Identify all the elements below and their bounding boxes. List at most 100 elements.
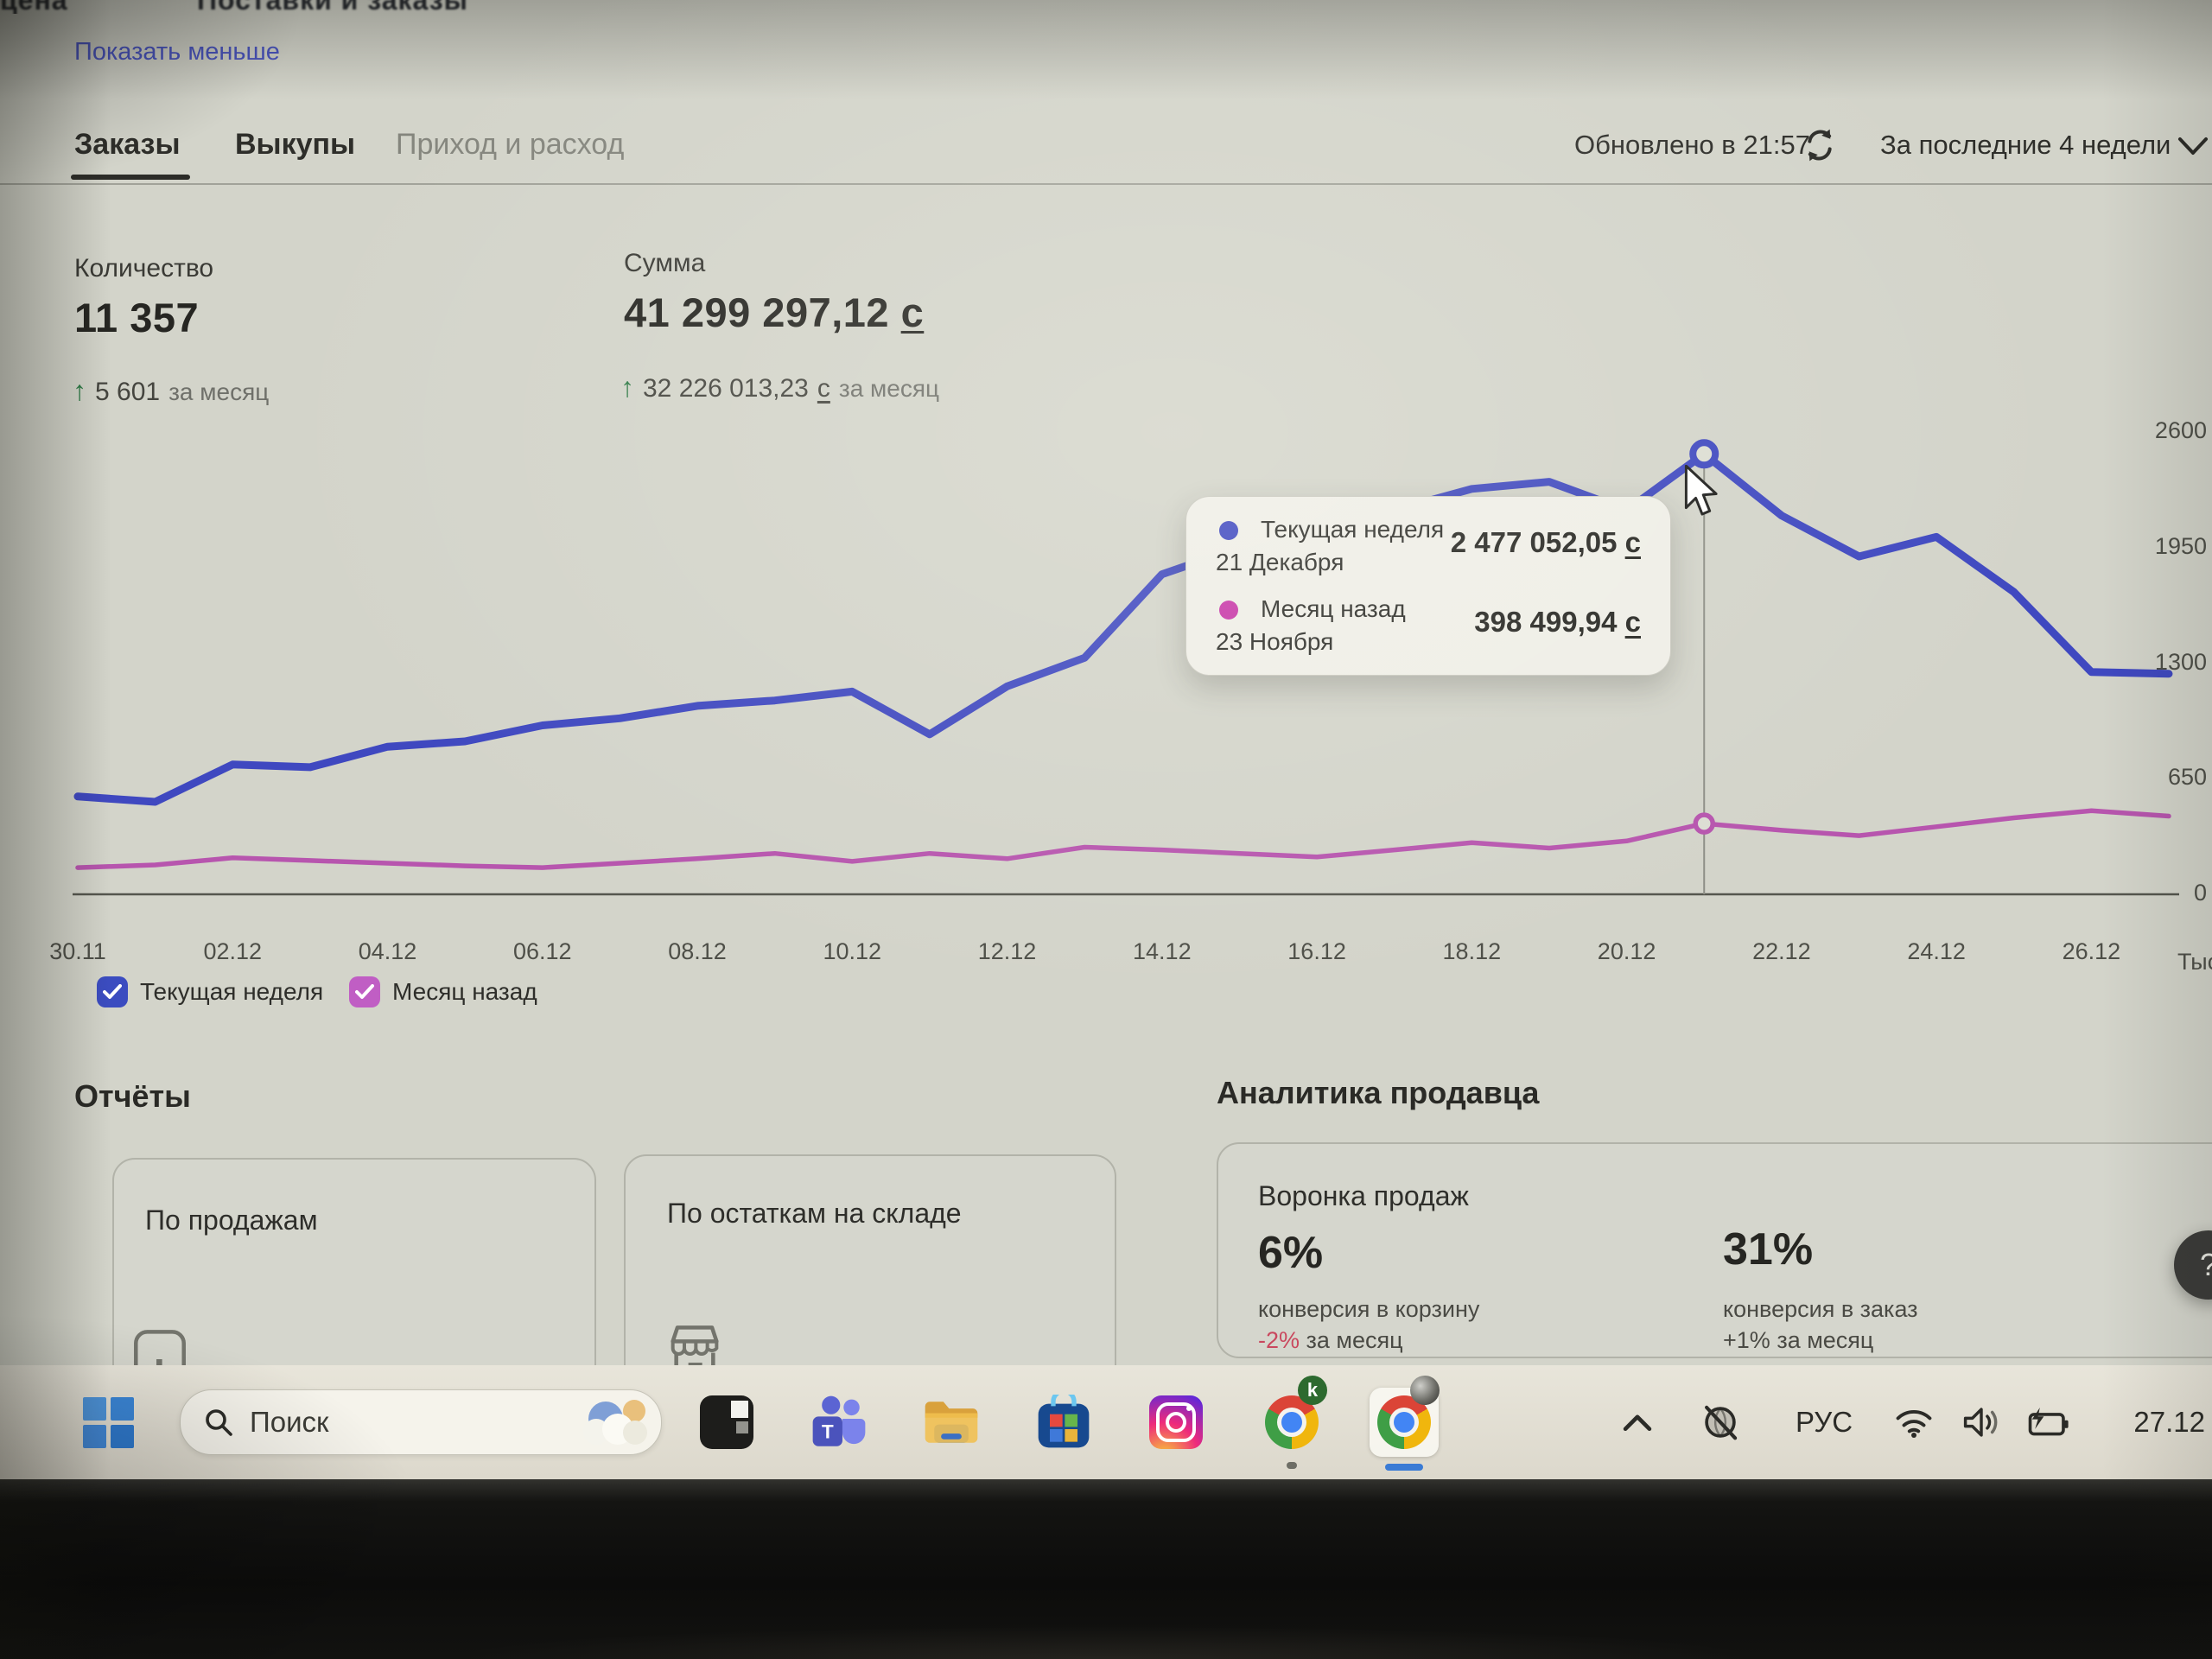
order-conversion-delta: +1% за месяц xyxy=(1723,1327,1874,1353)
tray-battery[interactable] xyxy=(2015,1381,2082,1464)
series-line-current-week xyxy=(73,449,2173,806)
clipped-header-fragment-left: цена xyxy=(0,0,104,14)
cart-conversion-delta: -2% за месяц xyxy=(1258,1327,1403,1353)
x-axis-tick: 30.11 xyxy=(49,938,106,964)
taskbar-app-chrome-profile1[interactable]: k xyxy=(1258,1376,1327,1469)
file-explorer-icon xyxy=(925,1402,978,1443)
search-icon xyxy=(206,1409,232,1436)
tray-wifi[interactable] xyxy=(1880,1381,1948,1464)
taskbar-app-dark-square[interactable] xyxy=(693,1381,760,1464)
taskbar-app-file-explorer[interactable] xyxy=(918,1381,985,1464)
refresh-icon[interactable] xyxy=(1802,128,1837,162)
x-axis-tick: 08.12 xyxy=(668,938,727,964)
active-tab-underline xyxy=(71,175,190,180)
orders-line-chart[interactable] xyxy=(0,415,2212,933)
teams-icon: T xyxy=(812,1395,866,1446)
check-icon xyxy=(355,984,374,999)
sum-label: Сумма xyxy=(624,249,706,277)
laptop-bezel xyxy=(0,1479,2212,1659)
y-axis-unit: Тыс. xyxy=(2177,949,2212,975)
tray-hidden-icons[interactable] xyxy=(1604,1381,1671,1464)
chevron-down-icon[interactable] xyxy=(2177,137,2209,157)
sales-funnel-card[interactable]: Воронка продаж 6% конверсия в корзину -2… xyxy=(1217,1142,2212,1358)
checkbox-current-week[interactable] xyxy=(97,976,128,1007)
report-card-sales[interactable]: По продажам xyxy=(112,1158,596,1400)
taskbar-app-chrome-profile2-active[interactable] xyxy=(1370,1376,1440,1471)
cart-conversion-label: конверсия в корзину xyxy=(1258,1296,1480,1322)
dark-app-icon xyxy=(700,1395,753,1449)
tooltip-row-current-week: Текущая неделя 21 Декабря 2 477 052,05 с xyxy=(1216,516,1641,575)
x-axis-tick: 06.12 xyxy=(512,938,572,964)
sum-delta: ↑ 32 226 013,23 с за месяц xyxy=(620,372,940,403)
chart-tooltip: Текущая неделя 21 Декабря 2 477 052,05 с… xyxy=(1185,496,1671,676)
svg-text:T: T xyxy=(822,1421,834,1442)
tab-buyouts[interactable]: Выкупы xyxy=(235,128,356,161)
x-axis-tick: 14.12 xyxy=(1133,938,1192,964)
clipped-header-fragment-center: Поставки и заказы xyxy=(197,0,594,14)
chevron-up-icon xyxy=(1623,1414,1652,1432)
x-axis-tick: 18.12 xyxy=(1442,938,1502,964)
funnel-title: Воронка продаж xyxy=(1258,1180,1469,1211)
show-less-link[interactable]: Показать меньше xyxy=(74,38,280,66)
tabs-divider xyxy=(0,183,2212,185)
x-axis-tick: 04.12 xyxy=(358,938,417,964)
mouse-cursor xyxy=(1684,465,1718,516)
up-arrow-icon: ↑ xyxy=(73,375,86,406)
active-indicator xyxy=(1385,1464,1423,1471)
x-axis-tick: 16.12 xyxy=(1287,938,1346,964)
up-arrow-icon: ↑ xyxy=(620,372,634,403)
analytics-title: Аналитика продавца xyxy=(1217,1075,1540,1110)
tab-orders[interactable]: Заказы xyxy=(74,128,181,161)
month-ago-dot-icon xyxy=(1219,601,1238,620)
taskbar-app-microsoft-store[interactable] xyxy=(1030,1381,1097,1464)
wifi-icon xyxy=(1896,1410,1932,1438)
tray-no-internet[interactable] xyxy=(1687,1381,1754,1464)
speaker-icon xyxy=(1963,1408,1998,1437)
y-axis-tick: 0 xyxy=(2193,880,2207,906)
hover-marker-month-ago xyxy=(1693,812,1715,835)
taskbar-app-instagram[interactable] xyxy=(1142,1381,1210,1464)
sum-value: 41 299 297,12 с xyxy=(624,289,925,335)
x-axis-tick: 26.12 xyxy=(2062,938,2121,964)
order-conversion-value: 31% xyxy=(1723,1224,1814,1274)
series-line-month-ago xyxy=(75,808,2171,870)
battery-charging-icon xyxy=(2028,1408,2069,1436)
x-axis-tick: 24.12 xyxy=(1907,938,1966,964)
quantity-value: 11 357 xyxy=(74,295,200,340)
taskbar-app-teams[interactable]: T xyxy=(805,1381,873,1464)
tray-clock[interactable]: 27.12 xyxy=(2133,1406,2205,1438)
windows-logo-icon xyxy=(82,1396,134,1448)
tray-volume[interactable] xyxy=(1948,1381,2015,1464)
weather-widget-icon xyxy=(582,1398,649,1446)
y-axis-tick: 1950 xyxy=(2154,532,2207,559)
microsoft-store-icon xyxy=(1038,1395,1090,1448)
x-axis-tick: 02.12 xyxy=(203,938,263,964)
search-placeholder: Поиск xyxy=(250,1406,329,1438)
taskbar-search[interactable]: Поиск xyxy=(180,1389,662,1455)
check-icon xyxy=(103,984,122,999)
x-axis-tick: 20.12 xyxy=(1597,938,1656,964)
start-button[interactable] xyxy=(74,1381,142,1464)
running-indicator xyxy=(1287,1462,1297,1469)
legend-item-current-week[interactable]: Текущая неделя xyxy=(97,976,323,1007)
som-currency-symbol: с xyxy=(900,289,925,335)
legend-item-month-ago[interactable]: Месяц назад xyxy=(349,976,537,1007)
chrome-profile-badge-k: k xyxy=(1298,1376,1327,1405)
tab-income-expense[interactable]: Приход и расход xyxy=(396,128,625,161)
period-selector[interactable]: За последние 4 недели xyxy=(1880,130,2171,160)
current-week-dot-icon xyxy=(1219,521,1238,540)
taskbar: Поиск T xyxy=(0,1365,2212,1479)
tray-language[interactable]: РУС xyxy=(1795,1406,1853,1438)
x-axis-tick: 22.12 xyxy=(1752,938,1811,964)
globe-slash-icon xyxy=(1705,1405,1738,1440)
instagram-icon xyxy=(1149,1395,1203,1449)
checkbox-month-ago[interactable] xyxy=(349,976,380,1007)
hover-marker-current-week xyxy=(1689,439,1719,469)
tooltip-row-month-ago: Месяц назад 23 Ноября 398 499,94 с xyxy=(1216,595,1641,655)
reports-title: Отчёты xyxy=(74,1078,191,1114)
chrome-profile-badge-photo xyxy=(1410,1376,1440,1405)
quantity-label: Количество xyxy=(74,254,214,283)
quantity-delta: ↑ 5 601 за месяц xyxy=(73,375,270,406)
report-card-stock[interactable]: По остаткам на складе xyxy=(624,1154,1116,1400)
